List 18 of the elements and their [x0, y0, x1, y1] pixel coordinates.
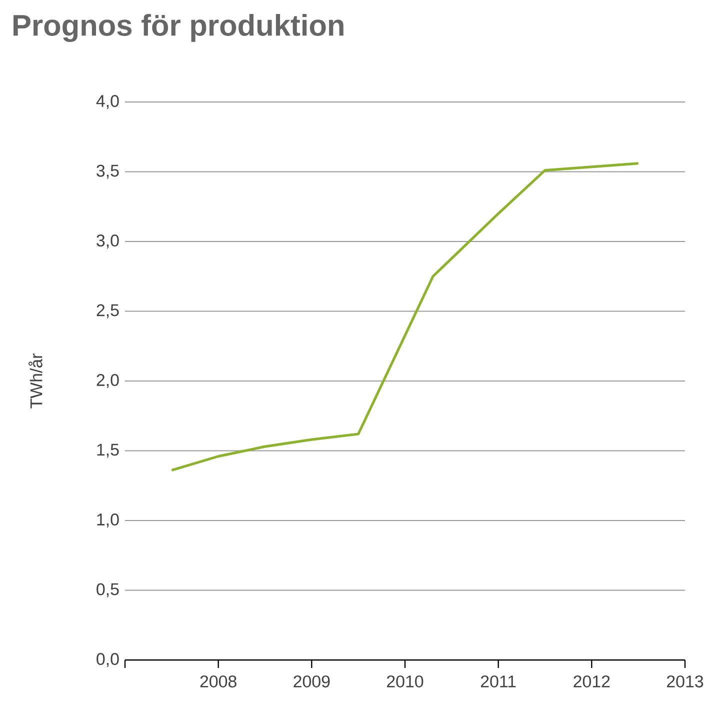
y-tick-label: 0,5 [96, 583, 119, 598]
chart-title: Prognos för produktion [14, 14, 344, 42]
y-tick-label: 1,0 [97, 513, 119, 528]
y-axis-title: TWh/år [28, 354, 42, 408]
line-series [170, 162, 640, 472]
y-tick-label: 1,5 [97, 444, 119, 458]
x-tick-label: 2013 [667, 675, 704, 688]
y-tick-label: 0,0 [96, 652, 119, 667]
y-tick-label: 3,0 [96, 234, 119, 248]
x-tick-label: 2009 [294, 675, 330, 688]
x-tick-label: 2008 [200, 675, 236, 688]
x-tick-label: 2010 [387, 675, 424, 688]
x-tick-label: 2011 [480, 675, 516, 688]
y-tick-label: 2,0 [96, 374, 119, 388]
y-tick-label: 2,5 [96, 304, 119, 318]
x-tick-label: 2012 [574, 675, 610, 688]
y-tick-label: 4,0 [96, 94, 119, 109]
y-tick-label: 3,5 [96, 164, 119, 179]
